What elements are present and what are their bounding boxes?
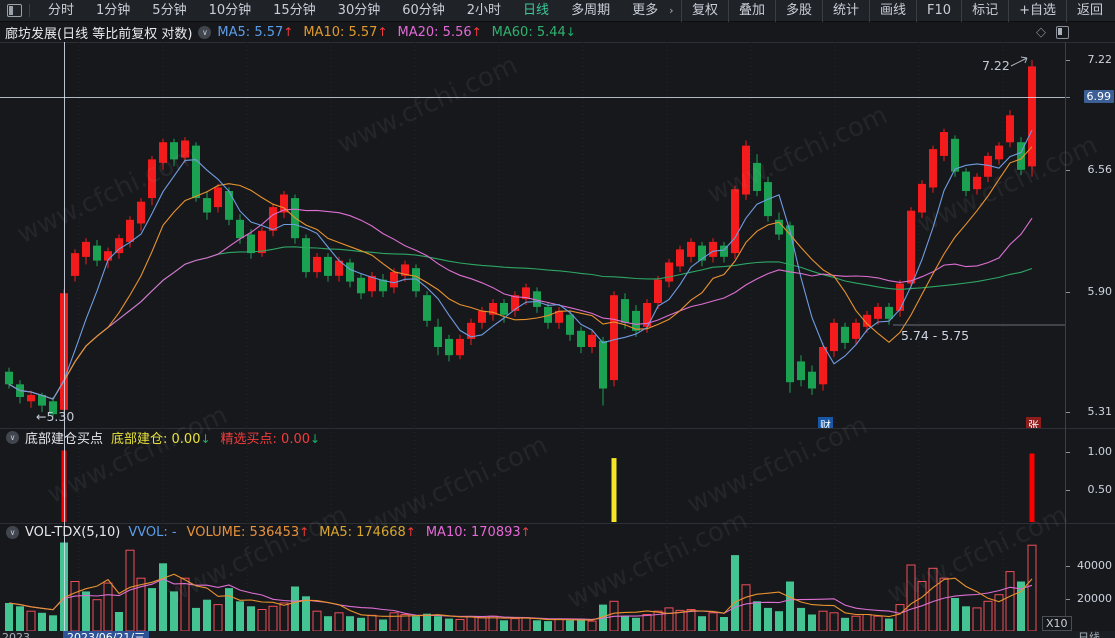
divider xyxy=(0,42,1115,43)
more-arrow-icon[interactable]: › xyxy=(669,3,674,17)
period-tab[interactable]: 60分钟 xyxy=(402,2,445,18)
axis-tick xyxy=(1066,566,1070,567)
period-tab[interactable]: 15分钟 xyxy=(273,2,316,18)
axis-tick-label: 5.31 xyxy=(1087,405,1113,418)
volume-multiplier-label: X10 xyxy=(1042,616,1072,631)
signal-panel-header: ∨ 底部建仓买点 底部建仓: 0.00↓ 精选买点: 0.00↓ xyxy=(0,428,330,447)
axis-tick xyxy=(1066,412,1070,413)
axis-tick xyxy=(1066,292,1070,293)
axis-tick-label: 5.90 xyxy=(1087,285,1113,298)
signal-bars xyxy=(61,450,1035,522)
axis-tick xyxy=(1066,97,1070,98)
axis-tick-label: 20000 xyxy=(1077,592,1112,605)
volume-chart[interactable] xyxy=(0,523,1065,631)
indicator-value: MA60: 5.44↓ xyxy=(491,24,576,40)
period-tab[interactable]: 2小时 xyxy=(466,2,502,18)
toolbar-action[interactable]: 返回 xyxy=(1065,0,1113,22)
title-bar: 廊坊发展(日线 等比前复权 对数) ∨ MA5: 5.57↑ MA10: 5.57… xyxy=(0,22,1115,42)
selected-date: 2023/06/21/三 xyxy=(63,631,150,638)
toolbar-separator xyxy=(29,4,30,17)
divider xyxy=(0,523,1115,524)
indicator-value: 精选买点: 0.00↓ xyxy=(220,431,321,447)
signal-indicator-values: 底部建仓: 0.00↓ 精选买点: 0.00↓ xyxy=(111,428,330,447)
candles xyxy=(5,60,1036,417)
date-axis-start: 2023 xyxy=(2,631,30,638)
axis-tick-label: 6.99 xyxy=(1083,90,1114,103)
diamond-icon[interactable]: ◇ xyxy=(1036,24,1046,40)
high-price-annotation: 7.22 xyxy=(982,58,1010,73)
indicator-value: MA5: 5.57↑ xyxy=(217,24,294,40)
chevron-down-icon[interactable]: ∨ xyxy=(6,525,19,539)
title-icons: ◇ xyxy=(1036,22,1069,42)
price-axis: 7.22 6.99 6.56 5.90 5.31 1.00 0.50 40000 20000 xyxy=(1066,42,1115,631)
axis-tick xyxy=(1066,170,1070,171)
period-tab[interactable]: 分时 xyxy=(48,2,75,18)
indicator-value: 底部建仓: 0.00↓ xyxy=(111,431,211,447)
indicator-value: VVOL: - xyxy=(128,524,177,540)
axis-tick-label: 40000 xyxy=(1077,559,1112,572)
low-price-annotation: ←5.30 xyxy=(36,409,74,424)
period-tabs: 分时 1分钟 5分钟 10分钟 15分钟 30分钟 60分钟 2小时 日线 多周期 更多 › xyxy=(37,0,678,22)
stock-title: 廊坊发展(日线 等比前复权 对数) xyxy=(5,26,193,42)
candlestick-price-chart[interactable]: 5.74 - 5.75 7.22 ←5.30 财 张 xyxy=(0,42,1065,428)
indicator-value: MA20: 5.56↑ xyxy=(397,24,482,40)
toolbar-action[interactable]: 标记 xyxy=(961,0,1008,22)
date-axis-period: 日线 xyxy=(1078,631,1100,638)
toolbar-action[interactable]: 统计 xyxy=(822,0,869,22)
crosshair-horizontal xyxy=(0,97,1065,98)
toolbar-action[interactable]: 多股 xyxy=(774,0,822,22)
axis-tick xyxy=(1066,490,1070,491)
marker-badge xyxy=(818,417,833,428)
toolbar-actions: 复权 叠加 多股 统计 画线 F10 标记 +自选 返回 xyxy=(680,0,1113,22)
axis-tick xyxy=(1066,452,1070,453)
divider xyxy=(0,428,1115,429)
volume-bars xyxy=(5,542,1037,631)
toolbar-action[interactable]: 复权 xyxy=(680,0,728,22)
marker-badge xyxy=(1026,417,1041,428)
marker-badge-text: 张 xyxy=(1028,419,1039,428)
volume-panel-title: VOL-TDX(5,10) xyxy=(25,524,121,540)
moving-average-lines xyxy=(8,129,1033,400)
period-tab[interactable]: 30分钟 xyxy=(337,2,381,18)
period-tab[interactable]: 1分钟 xyxy=(96,2,131,18)
date-axis-bar[interactable]: 2023 2023/06/21/三 日线 xyxy=(0,631,1115,638)
period-tab[interactable]: 5分钟 xyxy=(152,2,187,18)
volume-ma-lines xyxy=(8,573,1033,621)
indicator-value: MA10: 5.57↑ xyxy=(303,24,388,40)
price-range-annotation: 5.74 - 5.75 xyxy=(901,328,969,343)
toolbar-action[interactable]: 画线 xyxy=(869,0,916,22)
period-tab[interactable]: 日线 xyxy=(523,2,550,18)
price-axis-line xyxy=(1065,42,1066,631)
period-tab[interactable]: 多周期 xyxy=(571,2,611,18)
gridlines xyxy=(78,42,1004,428)
indicator-value: MA10: 170893↑ xyxy=(425,524,531,540)
crosshair-vertical xyxy=(64,42,65,631)
volume-indicator-values: VVOL: - VOLUME: 536453↑ MA5: 174668↑ MA10: … xyxy=(128,525,540,540)
arrow-icon xyxy=(1010,56,1028,67)
volume-panel-header: ∨ VOL-TDX(5,10) VVOL: - VOLUME: 536453↑ MA… xyxy=(0,524,541,540)
top-toolbar: 分时 1分钟 5分钟 10分钟 15分钟 30分钟 60分钟 2小时 日线 多周期 更多 › 复权 叠加… xyxy=(0,0,1115,22)
chevron-down-icon[interactable]: ∨ xyxy=(6,430,19,444)
window-layout-icon[interactable] xyxy=(7,4,22,17)
period-tab[interactable]: 更多 xyxy=(632,2,659,18)
chevron-down-icon[interactable]: ∨ xyxy=(198,25,212,39)
axis-tick xyxy=(1066,599,1070,600)
axis-tick-label: 0.50 xyxy=(1087,483,1113,496)
toolbar-action[interactable]: F10 xyxy=(916,0,961,22)
axis-tick-label: 7.22 xyxy=(1087,53,1113,66)
signal-panel-title: 底部建仓买点 xyxy=(25,431,104,447)
axis-tick-label: 1.00 xyxy=(1087,445,1113,458)
indicator-value: VOLUME: 536453↑ xyxy=(186,524,310,540)
indicator-value: MA5: 174668↑ xyxy=(319,524,416,540)
toolbar-action[interactable]: 叠加 xyxy=(727,0,775,22)
period-tab[interactable]: 10分钟 xyxy=(208,2,252,18)
axis-tick-label: 6.56 xyxy=(1087,163,1113,176)
panel-split-icon[interactable] xyxy=(1056,25,1069,39)
marker-badge-text: 财 xyxy=(820,418,831,428)
ma-indicator-values: MA5: 5.57↑ MA10: 5.57↑ MA20: 5.56↑ MA60: 5.… xyxy=(217,25,585,40)
toolbar-action[interactable]: +自选 xyxy=(1008,0,1066,22)
axis-tick xyxy=(1066,60,1070,61)
